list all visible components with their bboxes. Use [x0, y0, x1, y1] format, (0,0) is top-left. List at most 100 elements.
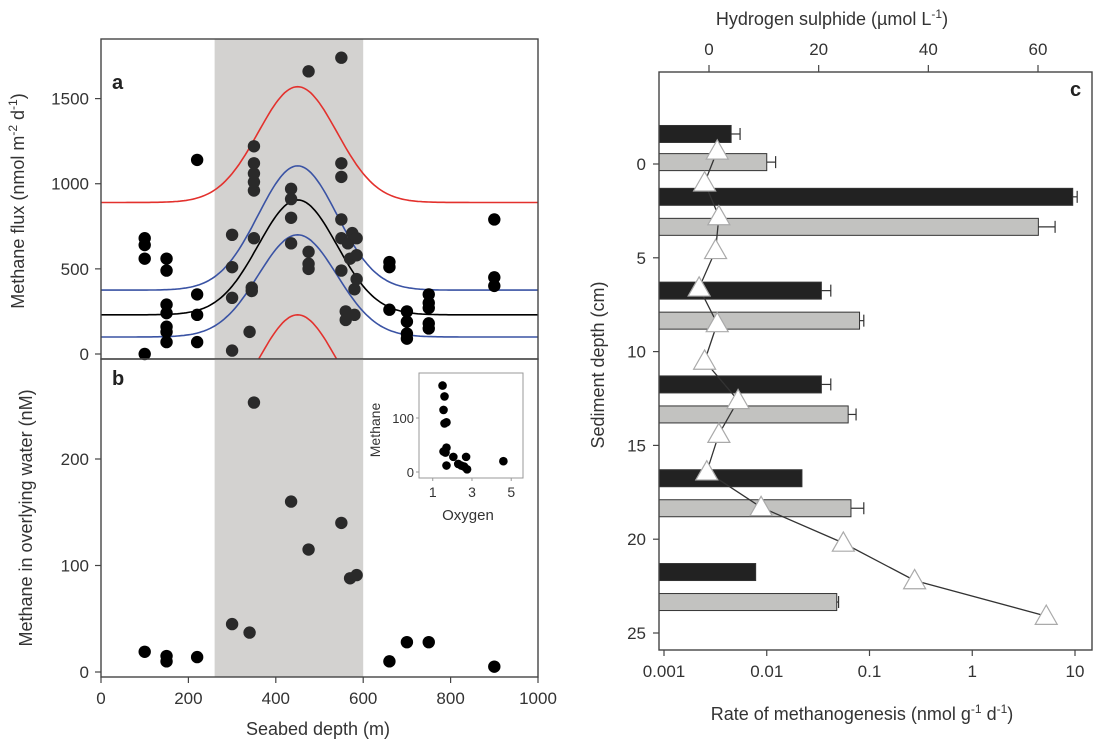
- data-point: [422, 288, 435, 301]
- inset-y-tick-label: 100: [392, 411, 414, 426]
- curve-fit: [101, 199, 538, 316]
- inset-point: [439, 405, 448, 415]
- top-tick-label: 60: [1029, 40, 1048, 59]
- panel-b-x-axis-title: Seabed depth (m): [246, 719, 390, 739]
- curve-confidence-lower: [101, 233, 538, 338]
- data-point: [335, 213, 348, 226]
- top-tick-label: 40: [919, 40, 938, 59]
- curve-confidence-upper: [101, 165, 538, 291]
- panel-b-x-ticks: 0 200 400 600 800 1000: [96, 677, 557, 708]
- y-tick-label: 1000: [51, 175, 89, 194]
- x-tick-label: 0.001: [643, 662, 686, 681]
- inset-point: [438, 381, 447, 390]
- inset-x-ticks: 1 3 5: [429, 478, 515, 500]
- data-point: [335, 170, 348, 184]
- data-point: [400, 635, 414, 649]
- triangle-marker: [692, 348, 717, 370]
- data-point: [160, 649, 173, 663]
- data-point: [138, 252, 151, 265]
- curve-prediction-lower: [257, 313, 338, 359]
- triangle-marker: [687, 275, 712, 297]
- data-point: [190, 335, 204, 349]
- panel-a-y-axis-title: Methane flux (nmol m-2 d-1): [6, 93, 28, 308]
- data-point: [284, 495, 298, 508]
- data-point: [422, 317, 435, 330]
- x-tick-label: 10: [1066, 662, 1085, 681]
- panel-b-y-axis-title: Methane in overlying water (nM): [16, 389, 36, 646]
- data-point: [160, 264, 173, 277]
- data-point: [225, 260, 239, 274]
- data-point: [284, 182, 298, 196]
- panel-a: 0 500 1000 1500 a Methane flux (nmol m-2 d-…: [6, 38, 539, 364]
- triangle-marker: [749, 495, 774, 517]
- data-point: [302, 245, 315, 259]
- triangle-marker: [705, 138, 730, 160]
- triangle-marker: [694, 459, 719, 481]
- inset-x-axis-title: Oxygen: [442, 507, 494, 524]
- bar-dark: [658, 187, 1074, 206]
- data-point: [160, 298, 173, 311]
- y-tick-label: 0: [80, 345, 89, 364]
- data-point: [190, 288, 204, 301]
- data-point: [245, 281, 258, 294]
- data-point: [138, 645, 151, 658]
- data-point: [302, 543, 315, 556]
- data-point: [400, 305, 414, 318]
- bar-dark: [658, 375, 822, 394]
- data-point: [225, 344, 239, 357]
- inset-x-tick-label: 5: [507, 484, 515, 500]
- bar-dark: [658, 124, 732, 143]
- panel-c: 0 5 10 15 20 25 0.001 0.01 0.1 1 10 0 20 40 60 c Hyd…: [588, 7, 1093, 724]
- data-point: [302, 257, 315, 270]
- data-point: [190, 153, 204, 167]
- bar-light: [658, 405, 849, 424]
- panel-c-x-axis-title: Rate of methanogenesis (nmol g-1 d-1): [711, 702, 1014, 724]
- triangle-marker: [706, 204, 731, 226]
- data-point: [400, 327, 414, 340]
- y-tick-label: 0: [80, 663, 89, 682]
- data-point: [138, 232, 151, 245]
- bar-dark: [658, 469, 803, 488]
- data-point: [225, 617, 239, 631]
- y-tick-label: 25: [627, 624, 646, 643]
- y-tick-label: 5: [637, 249, 646, 268]
- inset-x-tick-label: 3: [468, 484, 476, 500]
- panel-c-y-ticks: 0 5 10 15 20 25: [627, 155, 659, 643]
- data-point: [247, 175, 261, 189]
- data-point: [190, 650, 204, 664]
- x-tick-label: 0: [96, 689, 105, 708]
- inset-point: [462, 465, 472, 474]
- inset-y-tick-label: 0: [407, 465, 414, 480]
- panel-c-y-axis-title: Sediment depth (cm): [588, 281, 608, 448]
- data-point: [400, 315, 414, 328]
- data-point: [247, 140, 261, 153]
- data-point: [488, 271, 501, 284]
- data-point: [243, 626, 256, 639]
- bar-light: [658, 593, 838, 612]
- panel-c-frame: [658, 71, 1093, 651]
- data-point: [247, 157, 261, 170]
- x-tick-label: 600: [349, 689, 377, 708]
- inset-y-ticks: 0 100: [392, 411, 419, 480]
- data-point: [350, 249, 363, 262]
- y-tick-label: 200: [61, 450, 89, 469]
- x-tick-label: 200: [174, 689, 202, 708]
- curve-prediction-upper: [101, 85, 538, 204]
- inset-x-tick-label: 1: [429, 484, 437, 500]
- data-point: [488, 279, 501, 293]
- panel-c-sulphide-line: [687, 138, 1059, 625]
- data-point: [488, 660, 501, 673]
- inset-point: [442, 461, 451, 470]
- triangle-marker: [692, 170, 717, 192]
- data-point: [284, 211, 298, 224]
- data-point: [422, 635, 435, 649]
- data-point: [160, 335, 173, 349]
- data-point: [190, 308, 204, 322]
- panel-b-y-ticks: 0 100 200: [61, 450, 101, 682]
- panel-c-top-ticks: 0 20 40 60: [704, 40, 1047, 72]
- data-point: [247, 167, 261, 180]
- inset-point: [442, 418, 451, 427]
- inset-point: [461, 452, 471, 462]
- data-point: [383, 303, 396, 316]
